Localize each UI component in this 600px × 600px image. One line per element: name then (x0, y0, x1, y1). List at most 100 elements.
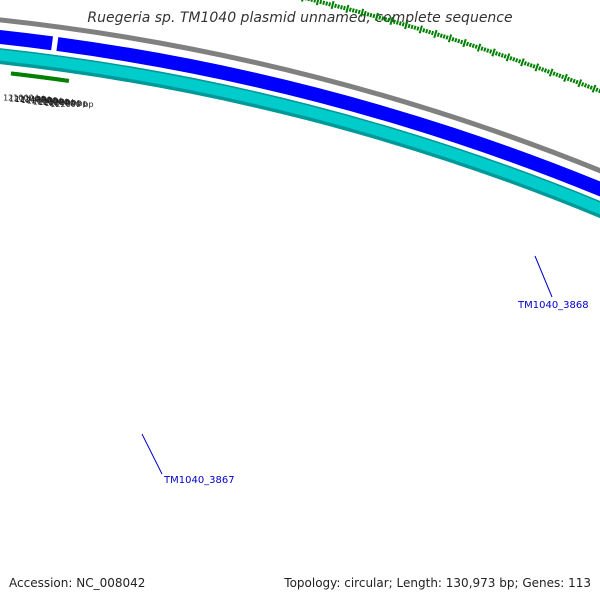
ruler-tick (48, 76, 52, 81)
ruler-label: 121800 bp (27, 97, 70, 106)
gc-tick (500, 53, 504, 58)
gc-tick (465, 41, 470, 47)
gc-tick (575, 79, 579, 85)
gc-tick (339, 5, 343, 10)
gc-tick (418, 25, 423, 34)
ruler-tick (39, 74, 42, 80)
gc-tick (342, 5, 346, 11)
gc-tick (413, 25, 417, 30)
ruler-label: 121600 bp (21, 96, 64, 105)
gene-labels: TM1040_3867 TM1040_3868 (141, 255, 589, 486)
backbone-ring (0, 17, 600, 174)
gc-tick (566, 76, 570, 82)
gc-tick (561, 74, 565, 80)
gc-tick (563, 73, 568, 82)
gc-tick (310, 0, 313, 3)
gc-tick (351, 8, 355, 13)
ruler-tick (45, 75, 48, 80)
ruler-tick (47, 76, 51, 81)
gc-tick (591, 84, 597, 93)
gc-tick (483, 47, 487, 52)
gc-tick (517, 59, 522, 64)
gc-tick (534, 63, 540, 72)
gc-tick (322, 0, 326, 5)
gc-tick (319, 0, 323, 5)
gc-tick (398, 21, 402, 26)
ruler-tick (55, 77, 59, 82)
ruler-tick (40, 75, 43, 80)
ruler-tick (66, 78, 70, 83)
gc-tick (430, 30, 435, 36)
gc-tick (410, 24, 414, 30)
accession-text: Accession: NC_008042 (9, 576, 146, 590)
gc-tick (447, 34, 453, 43)
gc-tick (401, 22, 405, 27)
gc-tick (468, 42, 472, 48)
gc-tick (374, 12, 379, 21)
ruler-tick (42, 75, 46, 80)
gc-tick (442, 34, 446, 39)
sequence-summary: Topology: circular; Length: 130,973 bp; … (284, 576, 591, 590)
gc-tick (462, 38, 467, 48)
gc-tick (558, 73, 562, 78)
gc-tick (480, 46, 484, 51)
sequence-bands (0, 17, 600, 219)
ruler-tick (58, 77, 61, 82)
ruler-label: 122200 bp (39, 98, 82, 107)
gc-tick (595, 87, 599, 93)
gc-tick (503, 54, 507, 59)
ruler-tick (63, 78, 66, 83)
gc-tick (543, 68, 548, 73)
gc-tick (348, 7, 352, 12)
gc-tick (546, 69, 550, 74)
gc-tick (416, 26, 420, 31)
gc-tick (489, 49, 493, 54)
ruler-tick (52, 76, 55, 81)
ruler-tick (35, 74, 39, 79)
ruler-tick (65, 78, 69, 83)
gc-tick (325, 1, 329, 6)
gc-tick (433, 29, 438, 38)
ruler-tick (44, 75, 47, 80)
ruler-tick (38, 74, 41, 80)
gc-tick (580, 82, 585, 87)
ruler-tick (59, 77, 63, 82)
gene-label-tm1040-3868[interactable]: TM1040_3868 (517, 300, 589, 311)
gc-tick (345, 4, 350, 13)
ruler-label: 122600 bp (50, 100, 93, 109)
gc-tick (577, 79, 583, 88)
gc-tick (407, 23, 411, 29)
ruler-ticks (10, 71, 70, 83)
gc-tick (334, 3, 338, 8)
ruler-tick (50, 76, 53, 81)
gc-tick (494, 51, 499, 56)
gc-tick (428, 29, 432, 35)
gc-tick (389, 16, 394, 26)
gc-tick (569, 77, 573, 83)
forward-gene-tm1040-3868 (56, 37, 600, 197)
ruler-tick (33, 74, 36, 79)
gene-leader-line (534, 255, 553, 298)
gc-tick (548, 68, 554, 77)
ruler-label: 121400 bp (15, 95, 58, 104)
gc-tick (509, 56, 513, 61)
gc-tick (476, 43, 482, 52)
gc-tick (425, 28, 429, 34)
gc-tick (307, 0, 310, 2)
reverse-gene-tm1040-3867 (0, 49, 600, 215)
gene-label-tm1040-3867[interactable]: TM1040_3867 (163, 475, 235, 486)
gc-tick (395, 20, 399, 25)
gc-tick (538, 66, 542, 71)
ruler-tick (46, 75, 49, 81)
gc-tick (387, 17, 391, 23)
gc-tick (515, 58, 519, 63)
gc-tick (384, 17, 388, 22)
gc-tick (369, 12, 373, 18)
gc-tick (445, 35, 449, 40)
ruler-label: 121000 bp (3, 94, 46, 103)
gc-tick (523, 61, 527, 66)
gc-tick (474, 44, 478, 49)
forward-gene-tm1040-3867-region (0, 29, 54, 51)
gc-tick (512, 57, 516, 62)
